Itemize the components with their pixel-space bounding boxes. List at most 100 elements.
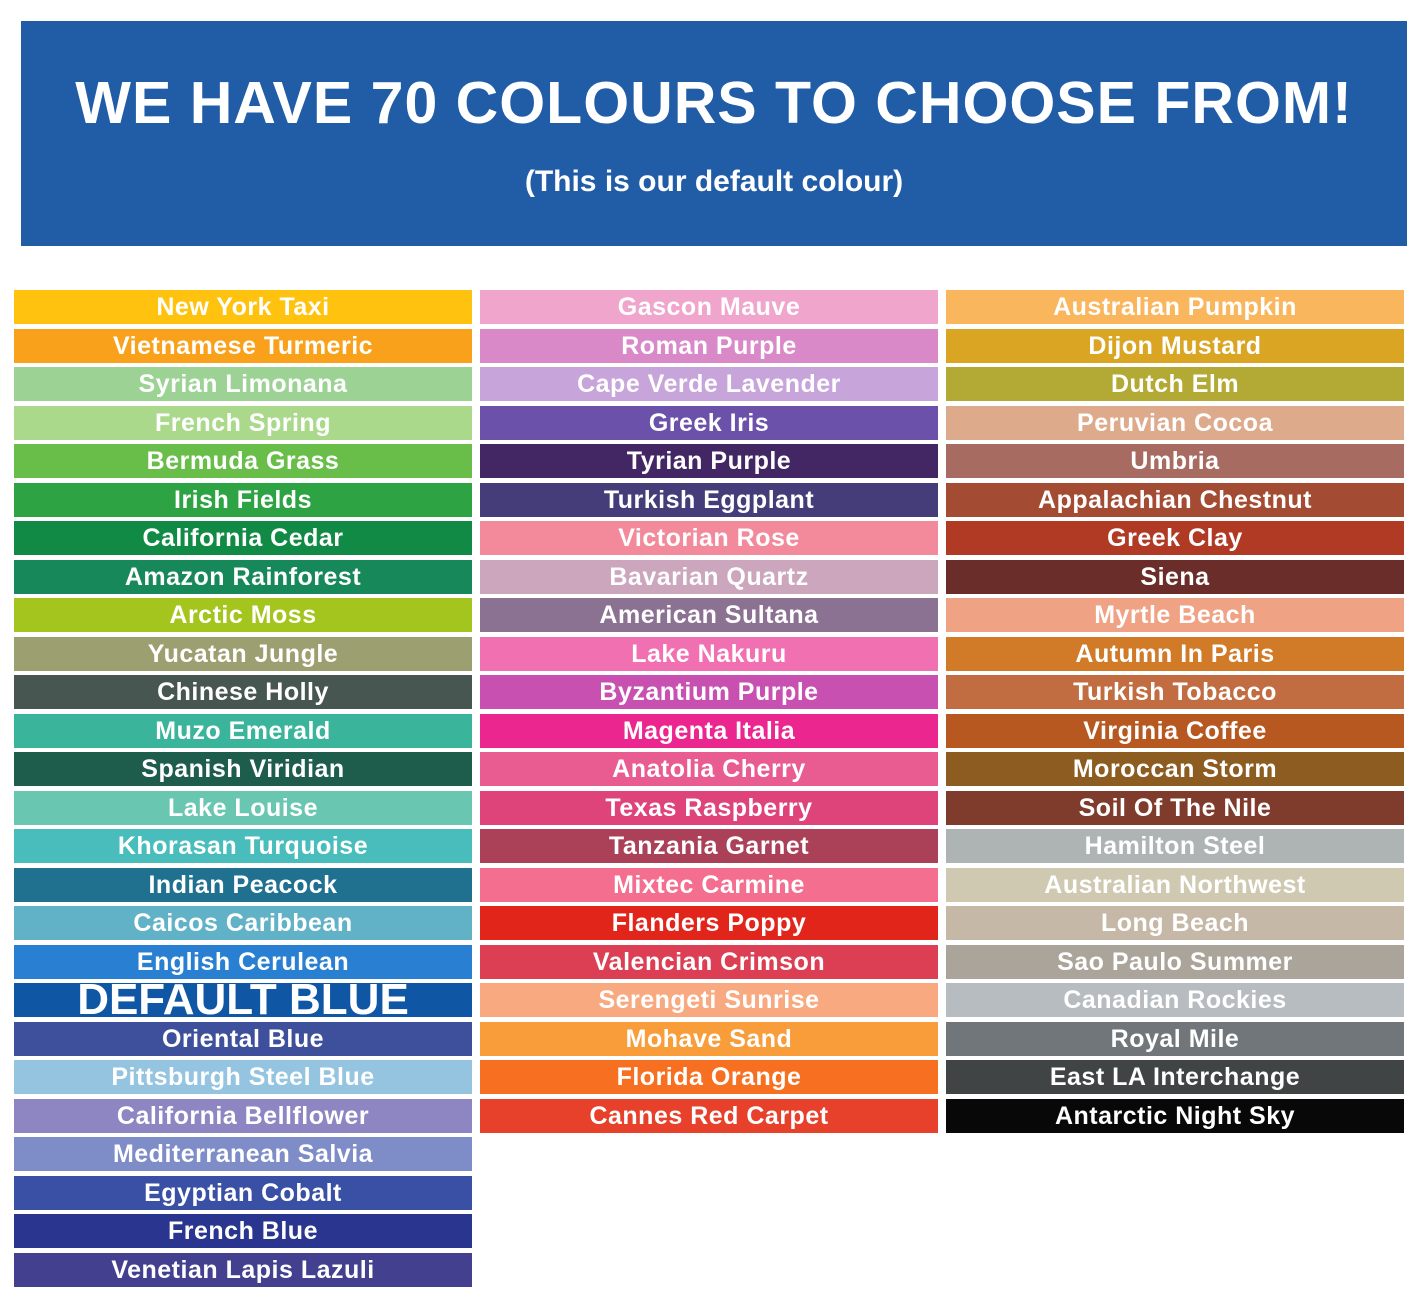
colour-swatch-label: Peruvian Cocoa [1077,408,1273,437]
colour-swatch-california-cedar: California Cedar [14,521,472,555]
colour-swatch-amazon-rainforest: Amazon Rainforest [14,559,472,594]
colour-swatch-pittsburgh-steel-blue: Pittsburgh Steel Blue [14,1060,472,1094]
colour-swatch-label: Greek Iris [648,408,770,437]
colour-swatch-label: French Blue [168,1217,318,1245]
colour-swatch-spanish-viridian: Spanish Viridian [14,752,472,786]
colour-swatch-cannes-red-carpet: Cannes Red Carpet [480,1098,938,1133]
colour-swatch-egyptian-cobalt: Egyptian Cobalt [14,1175,472,1210]
colour-swatch-khorasan-turquoise: Khorasan Turquoise [14,829,472,863]
colour-swatch-label: Cannes Red Carpet [589,1101,829,1130]
colour-swatch-gascon-mauve: Gascon Mauve [480,290,938,324]
colour-swatch-label: Hamilton Steel [1084,832,1266,860]
colour-swatch-serengeti-sunrise: Serengeti Sunrise [480,983,938,1017]
colour-swatch-syrian-limonana: Syrian Limonana [14,367,472,401]
header-banner: WE HAVE 70 COLOURS TO CHOOSE FROM! (This… [21,21,1407,246]
colour-swatch-greek-iris: Greek Iris [480,405,938,440]
colour-swatch-venetian-lapis-lazuli: Venetian Lapis Lazuli [14,1252,472,1287]
colour-swatch-label: Royal Mile [1110,1024,1240,1053]
colour-swatch-sao-paulo-summer: Sao Paulo Summer [946,944,1404,979]
colour-swatch-california-bellflower: California Bellflower [14,1098,472,1133]
colour-swatch-dijon-mustard: Dijon Mustard [946,328,1404,363]
colour-swatch-label: French Spring [155,408,331,437]
colour-swatch-indian-peacock: Indian Peacock [14,867,472,902]
colour-swatch-label: Amazon Rainforest [124,562,362,591]
colour-swatch-label: Sao Paulo Summer [1057,947,1293,976]
colour-swatch-moroccan-storm: Moroccan Storm [946,752,1404,786]
colour-swatch-label: Siena [1140,562,1210,591]
page-subtitle: (This is our default colour) [524,164,904,198]
colour-swatch-byzantium-purple: Byzantium Purple [480,675,938,709]
colour-swatch-french-blue: French Blue [14,1214,472,1248]
colour-swatch-label: Lake Nakuru [631,639,787,668]
colour-swatch-tanzania-garnet: Tanzania Garnet [480,829,938,863]
colour-swatch-victorian-rose: Victorian Rose [480,521,938,555]
colour-swatch-new-york-taxi: New York Taxi [14,290,472,324]
colour-column-3: Australian Pumpkin Dijon Mustard Dutch Elm… [946,290,1404,1133]
colour-swatch-label: Pittsburgh Steel Blue [111,1063,375,1091]
colour-swatch-dutch-elm: Dutch Elm [946,367,1404,401]
colour-swatch-label: Virginia Coffee [1083,716,1267,745]
colour-column-2: Gascon Mauve Roman Purple Cape Verde Laven… [480,290,938,1133]
colour-swatch-virginia-coffee: Virginia Coffee [946,713,1404,748]
colour-swatch-label: Syrian Limonana [138,370,348,398]
colour-swatch-label: Lake Louise [168,793,318,822]
colour-swatch-umbria: Umbria [946,444,1404,478]
colour-swatch-label: Autumn In Paris [1075,639,1275,668]
colour-swatch-label: Mediterranean Salvia [112,1140,374,1168]
colour-swatch-label: Valencian Crimson [592,947,826,976]
colour-swatch-soil-of-the-nile: Soil Of The Nile [946,790,1404,825]
colour-swatch-label: American Sultana [599,601,819,629]
colour-swatch-french-spring: French Spring [14,405,472,440]
colour-swatch-turkish-tobacco: Turkish Tobacco [946,675,1404,709]
colour-swatch-label: Yucatan Jungle [147,639,339,668]
colour-swatch-label: English Cerulean [136,947,350,976]
colour-swatch-label: Venetian Lapis Lazuli [111,1255,375,1284]
colour-swatch-royal-mile: Royal Mile [946,1021,1404,1056]
colour-swatch-label: Long Beach [1100,909,1250,937]
colour-swatch-appalachian-chestnut: Appalachian Chestnut [946,482,1404,517]
colour-swatch-bermuda-grass: Bermuda Grass [14,444,472,478]
colour-swatch-label: Bermuda Grass [146,447,340,475]
colour-swatch-mediterranean-salvia: Mediterranean Salvia [14,1137,472,1171]
colour-swatch-label: Turkish Tobacco [1073,678,1277,706]
colour-swatch-label: Muzo Emerald [155,716,331,745]
colour-swatch-magenta-italia: Magenta Italia [480,713,938,748]
colour-swatch-label: Greek Clay [1107,524,1243,552]
colour-swatch-label: Florida Orange [616,1063,802,1091]
colour-swatch-long-beach: Long Beach [946,906,1404,940]
colour-swatch-florida-orange: Florida Orange [480,1060,938,1094]
colour-swatch-vietnamese-turmeric: Vietnamese Turmeric [14,328,472,363]
colour-swatch-label: Caicos Caribbean [133,909,353,937]
colour-swatch-label: Cape Verde Lavender [577,370,841,398]
colour-swatch-myrtle-beach: Myrtle Beach [946,598,1404,632]
colour-swatch-label: Mixtec Carmine [613,870,805,899]
colour-swatch-label: Khorasan Turquoise [117,832,369,860]
colour-swatch-label: New York Taxi [156,293,330,321]
colour-swatch-label: California Bellflower [116,1101,370,1130]
colour-swatch-label: Mohave Sand [625,1024,793,1053]
colour-swatch-label: Dutch Elm [1110,370,1240,398]
colour-swatch-arctic-moss: Arctic Moss [14,598,472,632]
colour-swatch-label: Texas Raspberry [605,793,813,822]
colour-swatch-texas-raspberry: Texas Raspberry [480,790,938,825]
colour-swatch-label: Anatolia Cherry [612,755,806,783]
colour-swatch-label: DEFAULT BLUE [77,975,409,1024]
colour-swatch-english-cerulean: English Cerulean [14,944,472,979]
colour-swatch-yucatan-jungle: Yucatan Jungle [14,636,472,671]
colour-swatch-label: Gascon Mauve [617,293,801,321]
colour-swatch-default-blue: DEFAULT BLUE [14,975,472,1024]
colour-swatch-flanders-poppy: Flanders Poppy [480,906,938,940]
colour-swatch-cape-verde-lavender: Cape Verde Lavender [480,367,938,401]
colour-swatch-muzo-emerald: Muzo Emerald [14,713,472,748]
colour-swatch-label: Spanish Viridian [141,755,345,783]
colour-swatch-lake-louise: Lake Louise [14,790,472,825]
colour-swatch-label: California Cedar [142,524,344,552]
colour-swatch-label: Australian Pumpkin [1053,293,1297,321]
colour-swatch-valencian-crimson: Valencian Crimson [480,944,938,979]
colour-swatch-label: Roman Purple [621,331,797,360]
colour-swatch-siena: Siena [946,559,1404,594]
colour-swatch-label: Antarctic Night Sky [1054,1101,1296,1130]
colour-swatch-irish-fields: Irish Fields [14,482,472,517]
colour-swatch-tyrian-purple: Tyrian Purple [480,444,938,478]
colour-swatch-label: Byzantium Purple [599,678,819,706]
